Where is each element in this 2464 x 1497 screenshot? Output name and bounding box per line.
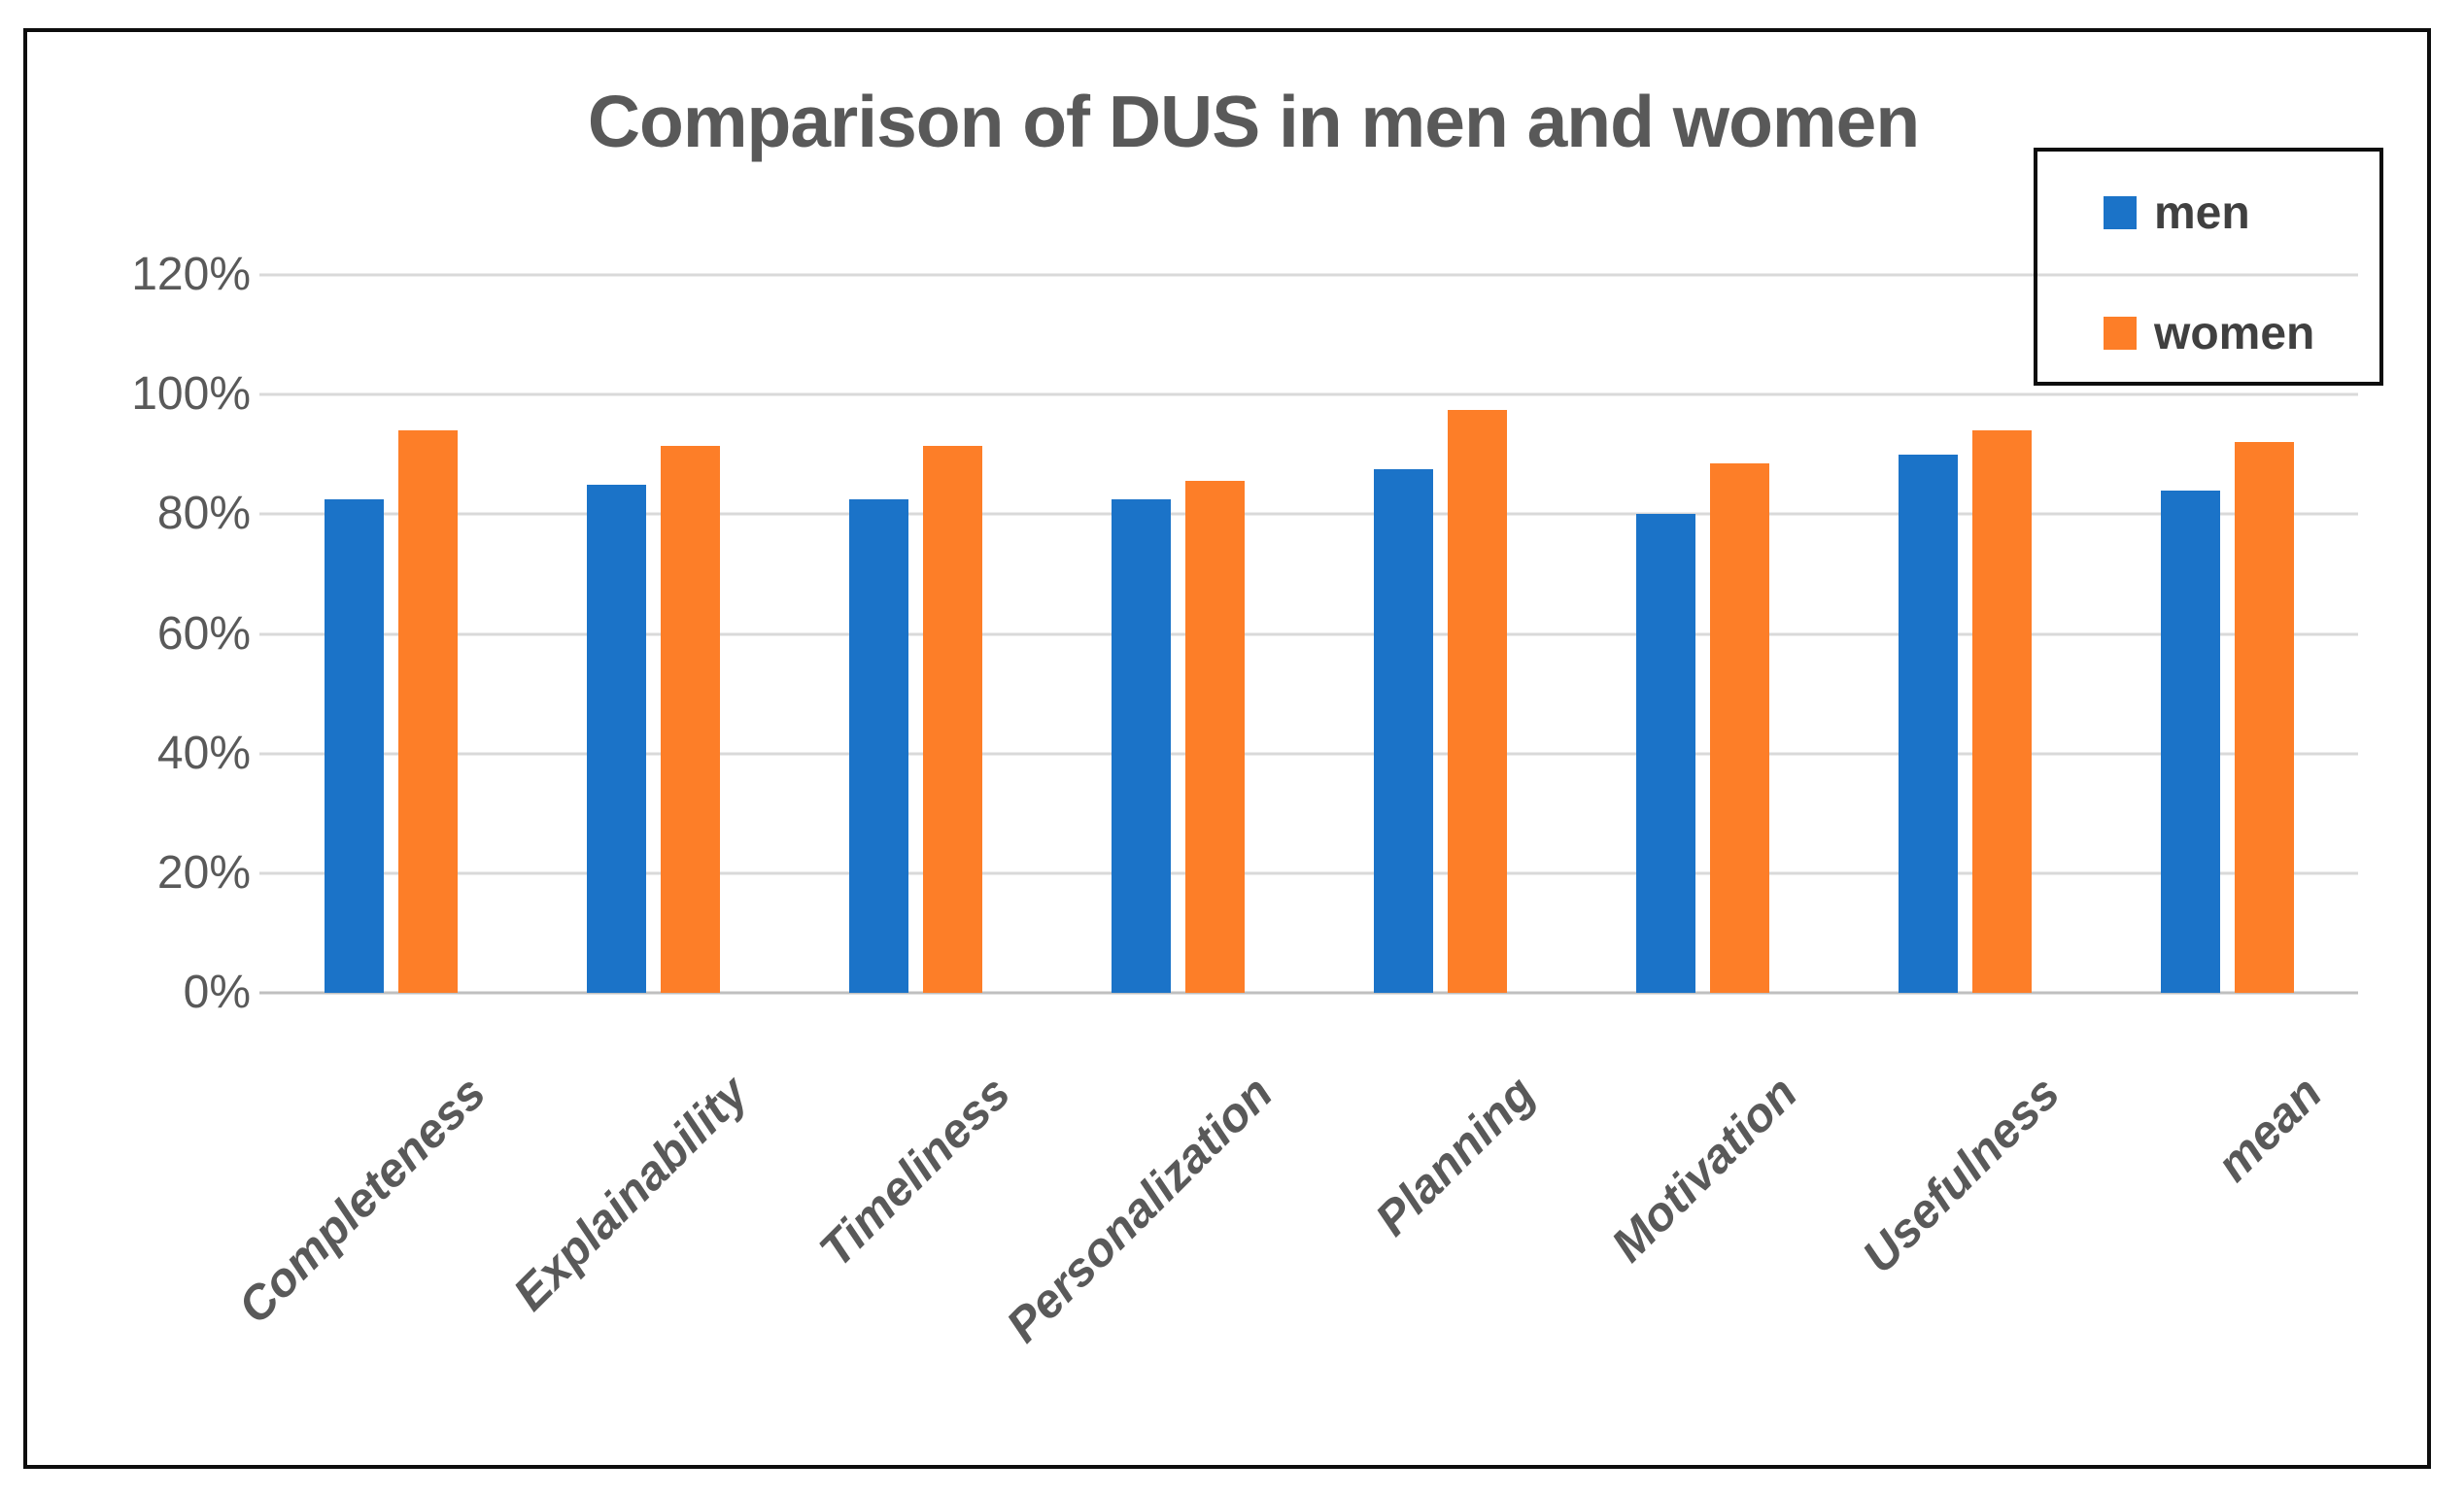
bar-men-personalization — [1111, 498, 1171, 993]
gridline-40pct — [259, 752, 2358, 756]
bar-men-planning — [1373, 469, 1433, 993]
bar-women-mean — [2234, 442, 2294, 993]
chart-title: Comparison of DUS in men and women — [587, 81, 1920, 162]
gridline-120pct — [259, 273, 2358, 277]
y-tick-0pct: 0% — [183, 967, 251, 1018]
gridline-60pct — [259, 632, 2358, 635]
bar-women-usefulness — [1971, 430, 2032, 993]
bar-women-personalization — [1184, 481, 1245, 993]
y-tick-40pct: 40% — [156, 727, 251, 779]
legend-label-men: men — [2154, 187, 2250, 239]
bar-women-timeliness — [922, 445, 982, 993]
y-tick-80pct: 80% — [156, 488, 251, 540]
bar-women-planning — [1447, 409, 1507, 993]
bar-men-usefulness — [1898, 454, 1958, 993]
legend: men women — [2034, 148, 2383, 386]
bar-men-explainability — [586, 484, 646, 993]
bar-women-motivation — [1709, 463, 1769, 993]
women-series-swatch — [2104, 317, 2137, 350]
y-tick-20pct: 20% — [156, 846, 251, 899]
bar-men-timeliness — [848, 498, 908, 993]
legend-label-women: women — [2154, 307, 2315, 359]
plot-area — [259, 273, 2358, 995]
bar-men-completeness — [324, 498, 384, 993]
bar-women-explainability — [660, 445, 720, 993]
y-tick-120pct: 120% — [131, 249, 251, 300]
legend-item-women: women — [2104, 307, 2315, 359]
gridline-80pct — [259, 512, 2358, 516]
gridline-100pct — [259, 392, 2358, 396]
y-tick-100pct: 100% — [131, 368, 251, 421]
gridline-0pct — [259, 991, 2358, 995]
y-tick-60pct: 60% — [156, 607, 251, 660]
bar-men-mean — [2160, 490, 2220, 993]
legend-item-men: men — [2104, 187, 2250, 239]
gridline-20pct — [259, 871, 2358, 875]
men-series-swatch — [2104, 196, 2137, 229]
bar-women-completeness — [397, 430, 458, 993]
bar-men-motivation — [1635, 514, 1695, 993]
